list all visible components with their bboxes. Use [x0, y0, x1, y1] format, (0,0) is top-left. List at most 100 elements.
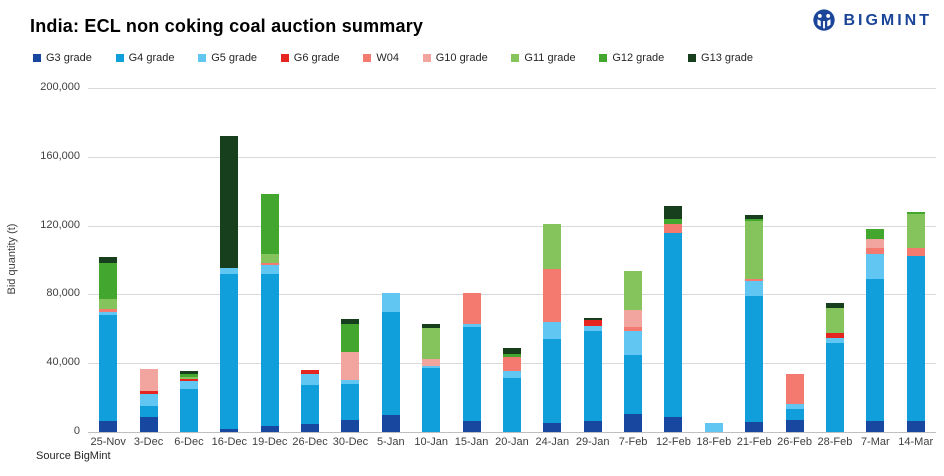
gridline-200000 [88, 88, 936, 89]
bar-segment-w04 [502, 357, 521, 371]
bar-segment-g4-grade [260, 273, 279, 426]
bar-column-25-nov [88, 88, 128, 432]
bar-column-7-feb [613, 88, 653, 432]
stacked-bar [906, 211, 925, 432]
bar-column-21-feb [734, 88, 774, 432]
bar-segment-g3-grade [462, 420, 481, 432]
bar-segment-g4-grade [866, 278, 885, 421]
x-tick-label: 3-Dec [133, 436, 164, 448]
bar-segment-g6-grade [583, 320, 602, 327]
bar-segment-g3-grade [906, 420, 925, 432]
bar-segment-w04 [664, 223, 683, 234]
stacked-bar [583, 317, 602, 432]
legend-item-g10-grade: G10 grade [422, 52, 488, 64]
bar-segment-g6-grade [139, 390, 158, 395]
bar-segment-g5-grade [301, 373, 320, 385]
stacked-bar [502, 347, 521, 432]
x-tick-label: 6-Dec [174, 436, 204, 448]
x-tick-label: 28-Feb [817, 436, 853, 448]
stacked-bar [301, 369, 320, 432]
bar-segment-g5-grade [745, 280, 764, 297]
bar-segment-g3-grade [301, 424, 320, 432]
y-tick-label: 120,000 [40, 218, 80, 231]
legend-item-g3-grade: G3 grade [33, 52, 92, 64]
bigmint-icon [813, 9, 836, 31]
legend-label: G10 grade [435, 52, 488, 64]
chart-title: India: ECL non coking coal auction summa… [30, 16, 424, 36]
bar-column-30-dec [330, 88, 370, 432]
legend-label: G3 grade [46, 52, 92, 64]
bar-column-15-jan [451, 88, 491, 432]
y-tick-label: 0 [73, 425, 80, 437]
x-tick-label: 15-Jan [454, 436, 489, 448]
bar-segment-g4-grade [99, 315, 118, 421]
x-tick-label: 19-Dec [251, 436, 288, 448]
x-tick-label: 12-Feb [656, 436, 691, 448]
bar-column-29-jan [573, 88, 613, 432]
x-axis-ticks: 25-Nov 3-Dec 6-Dec 16-Dec 19-Dec 26-Dec 30-Dec… [88, 436, 936, 448]
bar-segment-g4-grade [583, 330, 602, 421]
bar-segment-w04 [785, 373, 804, 404]
bar-segment-g12-grade [341, 323, 360, 353]
legend-swatch [688, 54, 697, 62]
stacked-bar [341, 319, 360, 432]
legend-item-g13-grade: G13 grade [688, 52, 753, 64]
bar-segment-g4-grade [179, 389, 198, 432]
bar-segment-g5-grade [704, 423, 723, 432]
stacked-bar [866, 229, 885, 432]
bar-segment-g4-grade [462, 327, 481, 421]
bar-column-5-jan [371, 88, 411, 432]
bar-segment-g10-grade [139, 369, 158, 391]
bar-segment-w04 [543, 268, 562, 322]
bar-segment-g5-grade [422, 365, 441, 369]
bar-segment-g4-grade [301, 384, 320, 425]
bar-segment-g4-grade [341, 383, 360, 420]
bar-segment-g5-grade [502, 370, 521, 378]
bar-segment-g4-grade [906, 255, 925, 421]
bar-segment-g12-grade [260, 193, 279, 254]
bar-segment-g5-grade [99, 311, 118, 316]
x-tick-label: 7-Feb [618, 436, 648, 448]
stacked-bar [704, 423, 723, 432]
x-tick-label: 10-Jan [414, 436, 448, 448]
stacked-bar [220, 136, 239, 432]
bar-segment-g5-grade [341, 379, 360, 384]
bar-column-26-dec [290, 88, 330, 432]
bar-segment-g4-grade [785, 408, 804, 420]
bar-segment-g12-grade [664, 218, 683, 224]
legend-label: G4 grade [128, 52, 175, 64]
bar-column-18-feb [694, 88, 734, 432]
legend: G3 grade G4 grade G5 grade G6 grade W04 G10 g… [33, 52, 753, 64]
legend-swatch [280, 54, 289, 62]
bar-segment-g13-grade [341, 319, 360, 324]
legend-label: W04 [376, 52, 399, 64]
bar-segment-g5-grade [785, 403, 804, 409]
y-tick-label: 80,000 [46, 287, 80, 300]
bar-segment-g5-grade [583, 326, 602, 331]
legend-label: G6 grade [293, 52, 340, 64]
bar-segment-w04 [866, 247, 885, 254]
stacked-bar [543, 223, 562, 432]
bar-segment-g4-grade [664, 233, 683, 417]
x-tick-label: 16-Dec [211, 436, 248, 448]
bar-column-14-mar [896, 88, 936, 432]
bar-segment-g4-grade [381, 311, 400, 415]
bar-segment-g6-grade [179, 378, 198, 382]
bar-segment-g3-grade [583, 420, 602, 432]
bar-segment-g10-grade [341, 352, 360, 380]
bar-segment-g6-grade [825, 333, 844, 339]
bar-column-16-dec [209, 88, 249, 432]
bar-segment-g6-grade [301, 369, 320, 374]
x-tick-label: 20-Jan [495, 436, 529, 448]
stacked-bar [785, 373, 804, 432]
bar-segment-g13-grade [99, 257, 118, 263]
x-tick-label: 5-Jan [377, 436, 405, 448]
bar-segment-g3-grade [866, 420, 885, 432]
bar-segment-g5-grade [825, 338, 844, 343]
bar-segment-g11-grade [99, 298, 118, 310]
bar-segment-g3-grade [260, 425, 279, 432]
bar-segment-g12-grade [99, 262, 118, 299]
legend-item-g11-grade: G11 grade [511, 52, 576, 64]
bar-segment-w04 [906, 247, 925, 256]
legend-swatch [599, 54, 608, 62]
